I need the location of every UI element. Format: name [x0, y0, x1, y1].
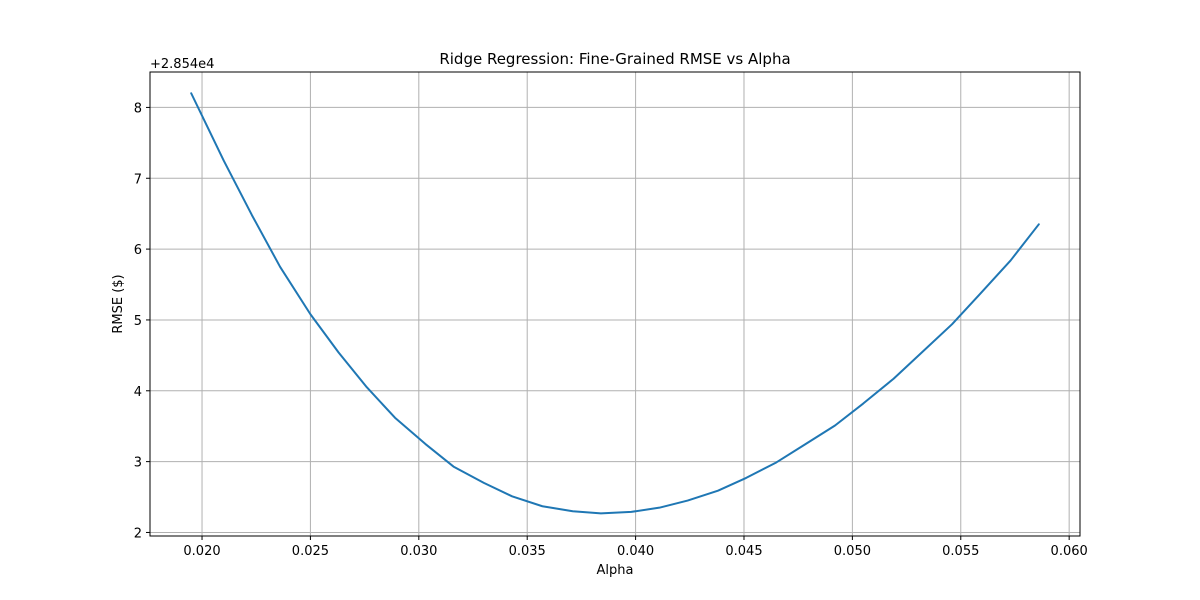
- y-tick-label: 8: [134, 101, 142, 116]
- x-tick-label: 0.025: [292, 544, 329, 559]
- axes-frame: [149, 71, 1081, 537]
- grid: [150, 72, 1080, 536]
- y-tick-label: 7: [134, 172, 142, 187]
- x-tick-label: 0.060: [1051, 544, 1088, 559]
- chart-title: Ridge Regression: Fine-Grained RMSE vs A…: [439, 50, 790, 68]
- y-axis-title: RMSE ($): [111, 274, 126, 333]
- series-line: [190, 92, 1040, 515]
- series-layer: [190, 92, 1040, 515]
- y-tick-label: 4: [134, 385, 142, 400]
- x-axis-title: Alpha: [597, 563, 634, 578]
- x-tick-label: 0.035: [509, 544, 546, 559]
- y-tick-label: 6: [134, 243, 142, 258]
- y-tick-label: 2: [134, 526, 142, 541]
- x-tick-label: 0.040: [617, 544, 654, 559]
- y-offset-label: +2.854e4: [150, 57, 214, 72]
- x-axis: 0.020 0.025 0.030 0.035 0.040 0.045 0.050 0.055…: [183, 536, 1088, 559]
- x-tick-label: 0.045: [725, 544, 762, 559]
- x-tick-label: 0.050: [834, 544, 871, 559]
- y-tick-label: 3: [134, 456, 142, 471]
- x-tick-label: 0.055: [942, 544, 979, 559]
- x-tick-label: 0.030: [400, 544, 437, 559]
- x-tick-label: 0.020: [183, 544, 220, 559]
- y-tick-label: 5: [134, 314, 142, 329]
- y-axis: 2 3 4 5 6 7 8: [134, 101, 150, 541]
